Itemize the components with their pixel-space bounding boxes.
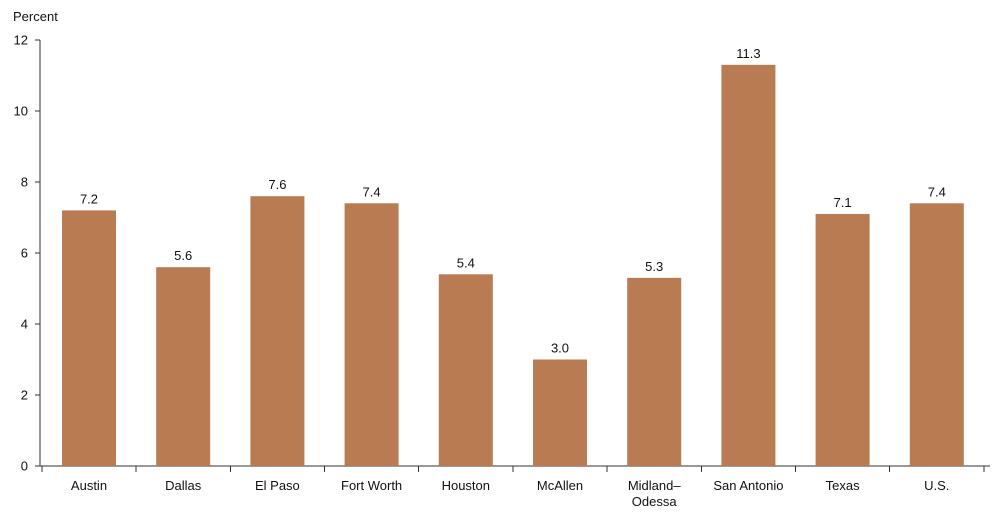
- bar-value-label: 5.6: [174, 248, 192, 263]
- bar: [156, 267, 211, 466]
- x-category-label: Midland–: [628, 478, 682, 493]
- bar: [250, 196, 305, 466]
- y-axis-unit-label: Percent: [13, 9, 58, 24]
- x-category-label: U.S.: [924, 478, 949, 493]
- bar-value-label: 3.0: [551, 341, 569, 356]
- y-tick-label: 0: [21, 459, 28, 474]
- x-category-label: San Antonio: [713, 478, 783, 493]
- x-category-label: Texas: [826, 478, 860, 493]
- x-category-label: Austin: [71, 478, 107, 493]
- x-category-label: McAllen: [537, 478, 583, 493]
- y-tick-label: 6: [21, 246, 28, 261]
- y-tick-label: 4: [21, 317, 28, 332]
- x-category-label: Odessa: [632, 494, 678, 509]
- bar: [721, 64, 776, 466]
- data-labels: 7.2 5.6 7.6 7.4 5.4 3.0 5.3 11.3 7.1 7.4: [80, 46, 946, 356]
- bar: [627, 277, 682, 466]
- x-category-label: Dallas: [165, 478, 202, 493]
- bar-value-label: 7.6: [268, 177, 286, 192]
- x-category-label: Fort Worth: [341, 478, 402, 493]
- bar: [438, 274, 493, 466]
- bar-value-label: 5.4: [457, 255, 475, 270]
- bar-value-label: 7.4: [363, 184, 381, 199]
- y-tick-label: 2: [21, 388, 28, 403]
- bar-value-label: 7.1: [834, 195, 852, 210]
- y-axis: 0 2 4 6 8 10 12: [14, 33, 41, 474]
- bar: [344, 203, 399, 467]
- bar: [909, 203, 964, 467]
- bar: [815, 213, 870, 466]
- bar: [533, 359, 587, 466]
- y-tick-label: 12: [14, 33, 28, 48]
- y-tick-label: 10: [14, 104, 28, 119]
- x-category-label: Houston: [442, 478, 490, 493]
- x-axis: Austin Dallas El Paso Fort Worth Houston McAl…: [40, 465, 990, 509]
- bar-value-label: 7.2: [80, 191, 98, 206]
- x-category-label: El Paso: [255, 478, 300, 493]
- bar-value-label: 11.3: [736, 46, 760, 61]
- bars: [62, 64, 964, 467]
- bar: [62, 210, 116, 466]
- y-tick-label: 8: [21, 175, 28, 190]
- bar-value-label: 7.4: [928, 184, 946, 199]
- bar-value-label: 5.3: [645, 259, 663, 274]
